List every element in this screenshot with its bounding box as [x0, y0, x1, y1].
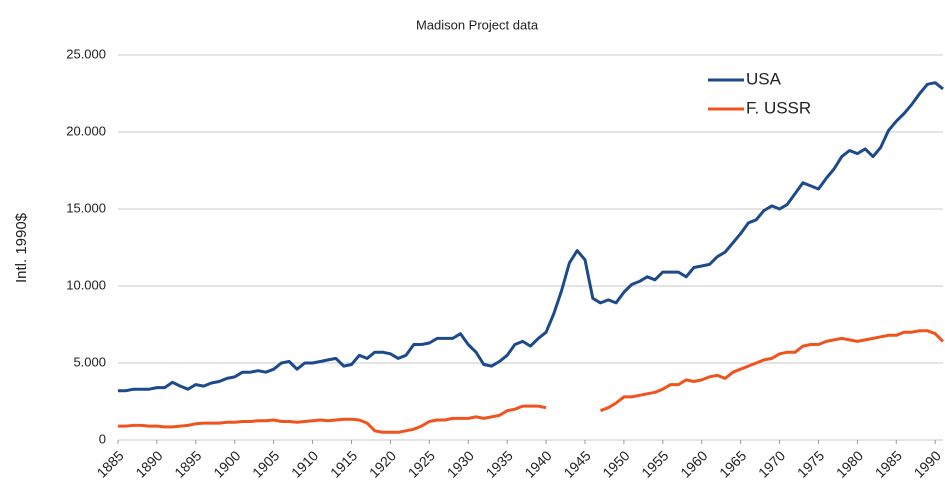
x-tick-label: 1955	[638, 447, 671, 480]
x-tick-label: 1935	[483, 447, 516, 480]
x-tick-label: 1970	[755, 447, 788, 480]
chart-title: Madison Project data	[416, 17, 539, 32]
x-tick-label: 1920	[366, 447, 399, 480]
series-line	[118, 81, 944, 393]
x-tick-label: 1905	[249, 447, 282, 480]
y-tick-label: 0	[99, 431, 106, 446]
x-tick-label: 1890	[132, 447, 165, 480]
x-tick-label: 1940	[521, 447, 554, 480]
x-tick-label: 1945	[560, 447, 593, 480]
y-tick-label: 5.000	[73, 354, 106, 369]
x-tick-label: 1915	[327, 447, 360, 480]
legend-label: F. USSR	[746, 98, 811, 117]
x-tick-label: 1990	[911, 447, 944, 480]
y-tick-label: 25.000	[66, 46, 106, 61]
series-line	[118, 329, 945, 434]
x-tick-label: 1885	[93, 447, 126, 480]
x-tick-label: 1910	[288, 447, 321, 480]
x-tick-label: 1980	[833, 447, 866, 480]
x-tick-label: 1950	[599, 447, 632, 480]
x-tick-label: 1960	[677, 447, 710, 480]
y-tick-label: 10.000	[66, 277, 106, 292]
legend-label: USA	[746, 69, 782, 88]
x-tick-label: 1985	[872, 447, 905, 480]
y-tick-label: 15.000	[66, 200, 106, 215]
x-tick-label: 1975	[794, 447, 827, 480]
x-tick-label: 1965	[716, 447, 749, 480]
y-tick-label: 20.000	[66, 123, 106, 138]
x-tick-label: 1900	[210, 447, 243, 480]
x-tick-label: 1895	[171, 447, 204, 480]
x-tick-label: 1925	[405, 447, 438, 480]
y-axis-label: Intl. 1990$	[13, 212, 30, 283]
x-tick-label: 1930	[444, 447, 477, 480]
